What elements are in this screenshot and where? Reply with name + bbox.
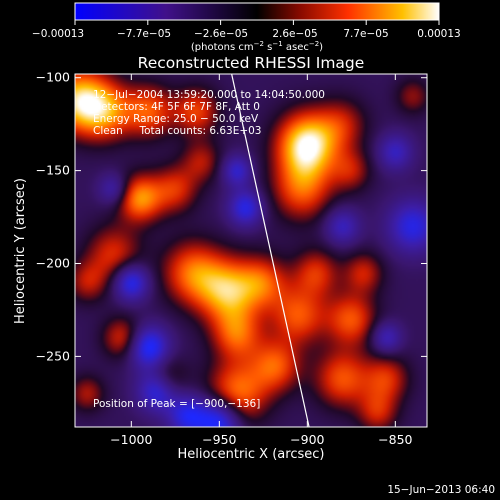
heatmap-image [75, 74, 427, 427]
footer-timestamp: 15−Jun−2013 06:40 [387, 484, 495, 496]
annotation-block: 12−Jul−2004 13:59:20.000 to 14:04:50.000… [93, 89, 325, 137]
annotation-energy-range: Energy Range: 25.0 − 50.0 keV [93, 113, 259, 125]
y-axis-title: Heliocentric Y (arcsec) [13, 178, 28, 324]
solar-limb-line [231, 74, 310, 427]
colorbar-tick-4: 7.7e−05 [343, 28, 388, 40]
colorbar-tick-3: 2.6e−05 [272, 28, 317, 40]
x-axis-title: Heliocentric X (arcsec) [178, 447, 325, 462]
y-tick-label-0: −100 [36, 70, 70, 85]
plot-area: 12−Jul−2004 13:59:20.000 to 14:04:50.000… [75, 74, 427, 427]
annotation-clean-counts: Clean Total counts: 6.63E+03 [93, 125, 262, 137]
y-axis-ticks: −100 −150 −200 −250 [36, 70, 427, 363]
x-tick-label-1: −950 [202, 432, 236, 447]
plot-title: Reconstructed RHESSI Image [138, 54, 365, 72]
x-tick-label-0: −1000 [110, 432, 152, 447]
x-tick-label-3: −850 [378, 432, 412, 447]
annotation-detectors: Detectors: 4F 5F 6F 7F 8F, Att 0 [93, 101, 260, 113]
x-tick-label-2: −900 [290, 432, 324, 447]
colorbar-unit: (photons cm−2 s−1 asec−2) [191, 40, 323, 53]
y-tick-label-3: −250 [36, 348, 70, 363]
colorbar-tick-2: −2.6e−05 [194, 28, 248, 40]
colorbar-tick-1: −7.7e−05 [117, 28, 171, 40]
colorbar-tick-0: −0.00013 [32, 28, 84, 40]
colorbar-gradient [74, 2, 440, 21]
colorbar-ticks [74, 20, 440, 25]
y-tick-label-2: −200 [36, 256, 70, 271]
annotation-time-range: 12−Jul−2004 13:59:20.000 to 14:04:50.000 [93, 89, 325, 101]
peak-position-label: Position of Peak = [−900,−136] [93, 398, 260, 410]
colorbar-tick-5: 0.00013 [417, 28, 460, 40]
x-axis-ticks: −1000 −950 −900 −850 [110, 74, 413, 447]
colorbar: −0.00013 −7.7e−05 −2.6e−05 2.6e−05 7.7e−… [32, 2, 461, 53]
plot-frame [74, 73, 428, 428]
y-tick-label-1: −150 [36, 163, 70, 178]
